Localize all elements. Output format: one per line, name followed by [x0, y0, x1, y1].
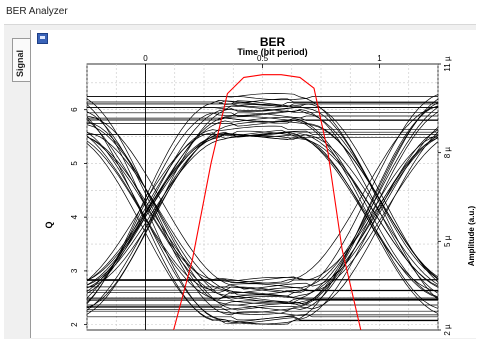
eye-trace	[87, 135, 438, 281]
y2-tick-label: 8 µ	[443, 147, 452, 159]
eye-trace	[87, 111, 438, 317]
eye-trace	[87, 106, 438, 308]
eye-trace	[87, 129, 438, 323]
eye-trace	[87, 116, 438, 121]
y2-axis-title: Amplitude (a.u.)	[467, 205, 476, 266]
eye-trace	[87, 300, 438, 305]
eye-trace	[87, 106, 438, 284]
eye-trace	[87, 132, 438, 296]
eye-trace	[87, 295, 438, 303]
eye-trace	[87, 116, 438, 281]
eye-trace	[87, 100, 438, 283]
y-tick-label: 2	[70, 322, 79, 327]
eye-trace	[87, 102, 438, 310]
y-axis-title: Q	[44, 221, 54, 228]
eye-trace	[87, 110, 438, 303]
eye-trace	[87, 121, 438, 311]
eye-trace	[87, 310, 438, 315]
x-axis-title: Time (bit period)	[237, 47, 307, 57]
y2-tick-label: 2 µ	[443, 324, 452, 336]
eye-trace	[87, 136, 438, 298]
eye-trace	[87, 115, 438, 290]
y-tick-label: 5	[70, 161, 79, 166]
eye-traces	[87, 93, 438, 325]
eye-trace	[87, 96, 438, 101]
q-factor-curve	[173, 74, 362, 330]
eye-trace	[87, 129, 438, 292]
y-tick-label: 6	[70, 107, 79, 112]
x-tick-label: 1	[377, 54, 382, 63]
eye-trace	[87, 132, 438, 298]
chart-options-icon[interactable]	[37, 33, 48, 44]
y-tick-label: 4	[70, 214, 79, 219]
eye-trace	[87, 100, 438, 305]
y-tick-label: 3	[70, 268, 79, 273]
window-title: BER Analyzer	[6, 6, 68, 17]
eye-trace	[87, 119, 438, 279]
eye-trace	[87, 301, 438, 306]
tab-signal[interactable]: Signal	[12, 38, 31, 82]
eye-trace	[87, 132, 438, 314]
eye-trace	[87, 98, 438, 105]
y2-tick-label: 11 µ	[443, 56, 452, 72]
eye-trace	[87, 107, 438, 111]
x-tick-label: 0.5	[257, 54, 269, 63]
chart-title: BER	[260, 35, 286, 49]
eye-trace	[87, 117, 438, 298]
eye-trace	[87, 276, 438, 284]
eye-trace	[87, 125, 438, 299]
eye-trace	[87, 136, 438, 294]
eye-trace	[87, 135, 438, 289]
eye-trace	[87, 106, 438, 289]
eye-trace	[87, 133, 438, 282]
eye-trace	[87, 105, 438, 325]
x-tick-label: 0	[143, 54, 148, 63]
eye-trace	[87, 130, 438, 138]
eye-trace	[87, 294, 438, 299]
y2-tick-label: 5 µ	[443, 235, 452, 247]
